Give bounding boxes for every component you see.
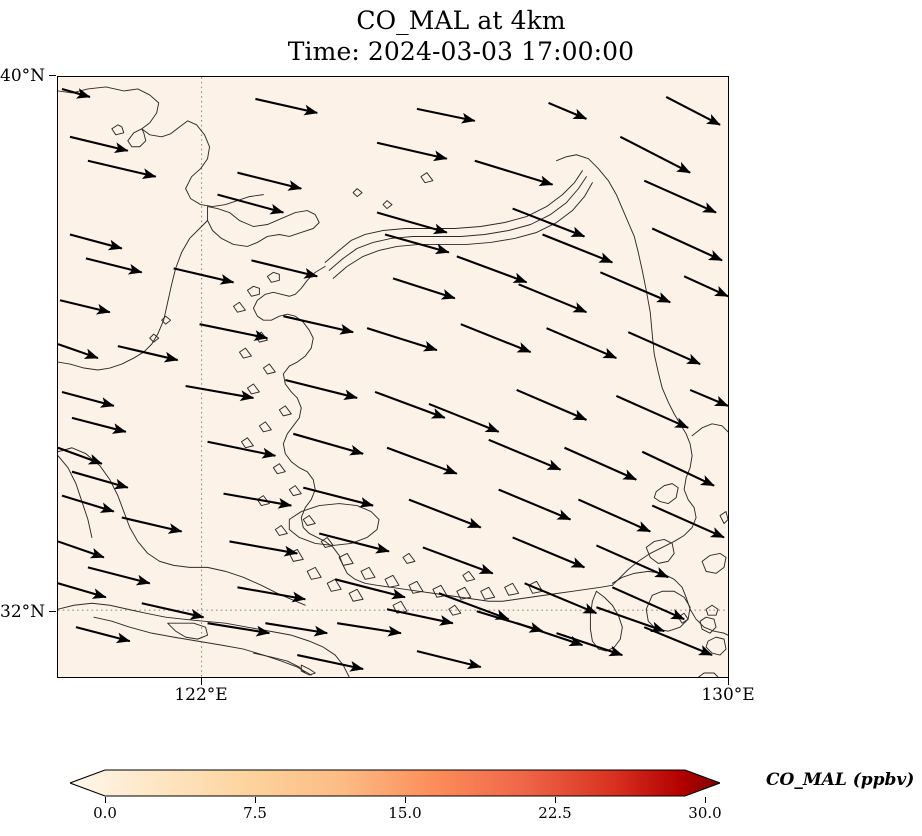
dmz-line-south (328, 176, 587, 271)
colorbar-body (70, 769, 720, 797)
coast-kyushu-west-lobe (645, 590, 691, 632)
colorbar-gradient (70, 769, 720, 797)
cb-tick-label-2: 15.0 (388, 804, 422, 822)
coast-bohai-inlet (111, 124, 125, 136)
colorbar-label: CO_MAL (ppbv) (766, 770, 915, 790)
cb-tick-label-3: 22.5 (538, 804, 572, 822)
coast-tsushima-island (653, 483, 679, 505)
coast-islet-ys-a (352, 188, 363, 198)
coast-japan-island-south (705, 636, 727, 656)
cb-tick-label-4: 30.0 (688, 804, 722, 822)
graticule-lines (58, 77, 728, 677)
coast-bohai-north (58, 86, 264, 208)
dmz-line-mid (332, 182, 593, 279)
ytick-mark-32n (49, 611, 56, 613)
cb-tick-mark-4 (705, 797, 707, 803)
map-plot-area[interactable] (57, 76, 729, 678)
ytick-label-32n: 32°N (0, 602, 46, 622)
xtick-label-130e: 130°E (701, 685, 755, 705)
coast-islet-ys-e (402, 552, 416, 564)
cb-tick-label-0: 0.0 (93, 804, 117, 822)
coast-jeju-island (288, 503, 380, 546)
coast-honshu-west-edge (691, 423, 728, 437)
wind-vector-arrows (58, 87, 728, 672)
cb-tick-label-1: 7.5 (243, 804, 267, 822)
coast-japan-islet-a (719, 511, 728, 524)
coast-islet-ys-b (382, 200, 393, 210)
coast-iki-island (645, 538, 675, 564)
coast-chongming-island (167, 622, 209, 640)
cb-tick-mark-2 (405, 797, 407, 803)
xtick-mark-130e (728, 678, 730, 685)
coastline-paths (58, 86, 728, 677)
title-line-variable: CO_MAL at 4km (356, 6, 566, 35)
coast-island-shandong-b (161, 315, 172, 325)
coast-yellow-sea-west (58, 220, 209, 371)
figure-title: CO_MAL at 4km Time: 2024-03-03 17:00:00 (0, 6, 922, 67)
coast-korea-west-south (252, 265, 613, 602)
xtick-mark-122e (201, 678, 203, 685)
coast-yangtze-south-bank (93, 616, 312, 676)
cb-tick-mark-1 (255, 797, 257, 803)
ytick-mark-40n (49, 75, 56, 77)
title-line-time: Time: 2024-03-03 17:00:00 (287, 36, 635, 66)
coast-japan-islet-b (699, 616, 717, 634)
dmz-line-north (324, 170, 583, 263)
coast-yangtze-north-bank (58, 602, 350, 677)
coast-shandong-peninsula (207, 206, 320, 247)
coast-zhoushan-island (300, 664, 316, 676)
coast-jiangsu (58, 447, 306, 606)
coast-kyushu-north (611, 570, 728, 636)
coast-japan-island-north (701, 552, 727, 574)
coast-kyushu-south-edge (697, 672, 719, 677)
coast-islet-ys-d (462, 570, 476, 582)
cb-tick-mark-3 (555, 797, 557, 803)
coast-korea-east (556, 154, 697, 586)
coast-island-shandong-a (149, 333, 160, 343)
coast-japan-islet-c (705, 604, 719, 616)
coast-islet-ys-c (420, 172, 434, 184)
coast-goto-islands (589, 590, 623, 652)
colorbar[interactable] (70, 769, 720, 797)
xtick-label-122e: 122°E (174, 685, 228, 705)
river-interior-left (58, 455, 93, 538)
coast-bohai-bay-island (127, 128, 147, 148)
cb-tick-mark-0 (105, 797, 107, 803)
ytick-label-40n: 40°N (0, 66, 46, 86)
map-vector-layer (58, 77, 728, 677)
